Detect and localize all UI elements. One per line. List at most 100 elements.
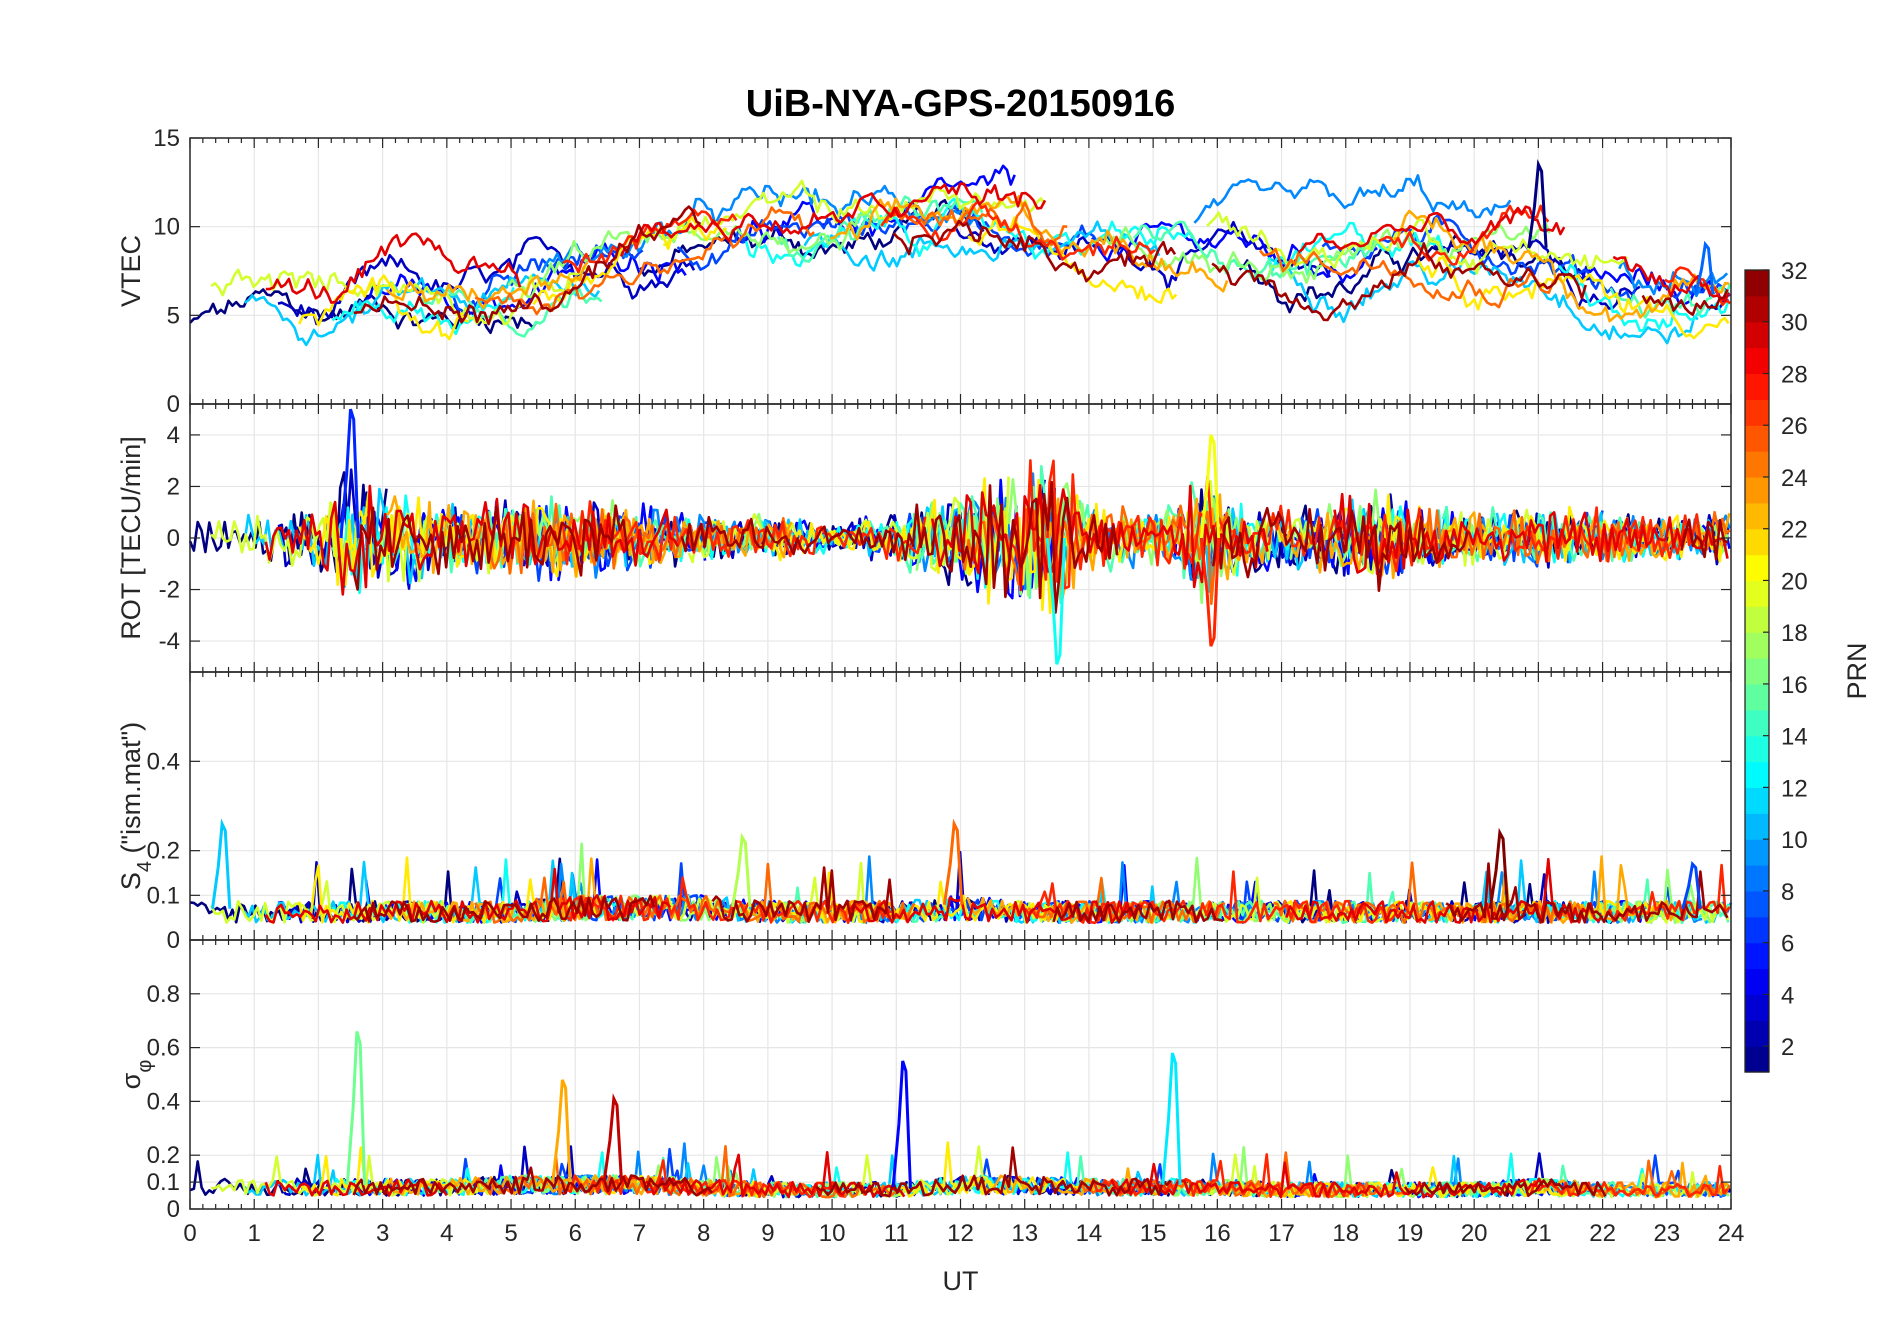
y-tick-label: 2 (167, 473, 180, 500)
traces-vtec (189, 159, 1732, 347)
colorbar-band (1745, 502, 1769, 530)
colorbar-band (1745, 839, 1769, 866)
y-tick-label: 0 (167, 1196, 180, 1223)
traces-rot (188, 408, 1731, 665)
x-tick-label: 18 (1332, 1220, 1359, 1247)
colorbar-tick-label: 6 (1781, 931, 1794, 958)
series-line-prn-13 (1557, 263, 1730, 333)
x-tick-label: 7 (633, 1220, 646, 1247)
panel-rot: -4 -2 0 2 4 (159, 403, 1732, 673)
series-line-prn-29 (265, 232, 522, 304)
y-tick-label: 0 (167, 525, 180, 552)
series-line-prn-27 (1604, 863, 1731, 923)
series-line-prn-29 (848, 896, 1144, 925)
y-tick-label: 4 (167, 422, 180, 449)
peak-line (1694, 240, 1715, 295)
colorbar-tick-label: 18 (1781, 620, 1808, 647)
colorbar-band (1745, 709, 1769, 737)
x-tick-label: 11 (884, 1220, 909, 1247)
x-tick-label: 2 (312, 1220, 325, 1247)
peak-line (339, 408, 360, 539)
y-tick-label: -2 (159, 577, 180, 604)
colorbar-band (1745, 425, 1769, 452)
colorbar-band (1745, 528, 1769, 556)
colorbar-tick-label: 14 (1781, 724, 1808, 751)
peak-line (345, 1031, 367, 1185)
series-line-prn-27 (880, 200, 1156, 261)
x-tick-label: 13 (1011, 1220, 1038, 1247)
colorbar-frame (1744, 269, 1770, 1073)
colorbar-band (1745, 1046, 1769, 1073)
peak-line (1488, 827, 1510, 909)
colorbar-band (1745, 347, 1769, 375)
series-line-prn-23 (830, 194, 1229, 293)
series-line-prn-11 (243, 273, 601, 347)
colorbar-band (1745, 321, 1769, 349)
y-tick-label: 0.2 (147, 1142, 180, 1169)
colorbar-band (1745, 916, 1769, 944)
series-line-prn-19 (1206, 211, 1628, 275)
colorbar-band (1745, 683, 1769, 711)
colorbar-band (1745, 606, 1769, 633)
traces-s4 (189, 818, 1733, 925)
colorbar-band (1745, 270, 1769, 297)
series-line-prn-31 (353, 205, 702, 326)
x-tick-label: 3 (376, 1220, 389, 1247)
series-line-prn-25 (474, 206, 815, 316)
series-line-prn-31 (1680, 518, 1729, 561)
x-tick-label: 24 (1718, 1220, 1745, 1247)
y-tick-label: 0.1 (147, 882, 180, 909)
y-axis-label-sigma_phi: σφ (116, 1060, 156, 1090)
series-line-prn-31 (1641, 288, 1729, 316)
colorbar-tick-label: 8 (1781, 879, 1794, 906)
y-tick-label: 0 (167, 391, 180, 418)
series-line-prn-31 (680, 480, 1119, 614)
series-line-prn-21 (298, 274, 470, 341)
series-line-prn-13 (331, 286, 515, 336)
colorbar-tick-label: 32 (1781, 258, 1808, 285)
peak-line (1161, 1052, 1182, 1185)
x-tick-label: 14 (1076, 1220, 1103, 1247)
y-tick-label: 0.4 (147, 1088, 180, 1115)
y-tick-label: 0.4 (147, 748, 180, 775)
y-tick-label: 0.2 (147, 838, 180, 865)
x-tick-label: 22 (1589, 1220, 1616, 1247)
x-tick-label: 0 (183, 1220, 196, 1247)
series-line-prn-25 (884, 201, 1068, 247)
x-axis-label: UT (943, 1266, 979, 1296)
colorbar-tick-label: 26 (1781, 413, 1808, 440)
peak-line (1527, 159, 1548, 249)
y-tick-label: 15 (153, 125, 180, 152)
panel-sigma_phi: 00.10.2 0.4 0.6 0.8 (147, 939, 1732, 1223)
panel-vtec: 0 5 10 15 (153, 125, 1732, 418)
colorbar-tick-label: 2 (1781, 1034, 1794, 1061)
colorbar-tick-label: 24 (1781, 465, 1808, 492)
colorbar-label: PRN (1842, 642, 1872, 699)
colorbar-band (1745, 399, 1769, 426)
x-tick-label: 5 (504, 1220, 517, 1247)
y-tick-label: -4 (159, 628, 180, 655)
peak-line (731, 832, 752, 908)
series-line-prn-29 (1612, 255, 1731, 303)
colorbar-band (1745, 813, 1769, 840)
colorbar-band (1745, 580, 1769, 607)
colorbar-band (1745, 968, 1769, 995)
peak-line (551, 1079, 572, 1183)
colorbar-tick-label: 28 (1781, 361, 1808, 388)
x-tick-label: 10 (819, 1220, 846, 1247)
colorbar-band (1745, 451, 1769, 478)
traces-sigma_phi (189, 1031, 1732, 1199)
colorbar-tick-label: 10 (1781, 827, 1808, 854)
series-line-prn-31 (352, 504, 629, 591)
y-axis-label-s4: S4 ("ism.mat") (116, 722, 156, 890)
series-line-prn-21 (967, 214, 1178, 305)
peak-line (891, 1060, 912, 1188)
y-tick-label: 0.8 (147, 981, 180, 1008)
y-axis-label-rot: ROT [TECU/min] (116, 436, 146, 640)
chart-title: UiB-NYA-GPS-20150916 (746, 83, 1175, 125)
y-tick-label: 10 (153, 214, 180, 241)
x-tick-label: 16 (1204, 1220, 1231, 1247)
colorbar-band (1745, 632, 1769, 659)
